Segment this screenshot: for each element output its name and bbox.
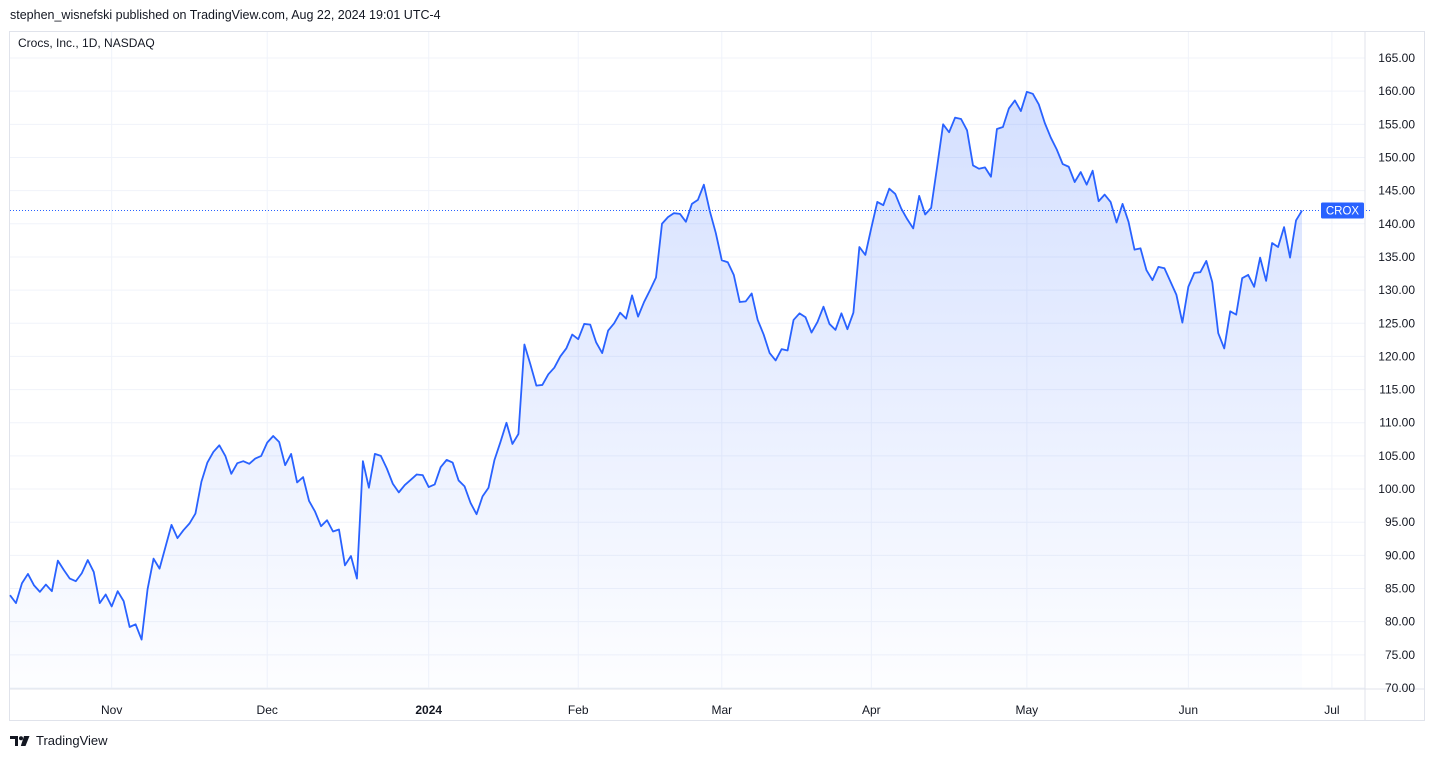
x-tick-label: Apr: [862, 703, 881, 717]
y-tick-label: 140.00: [1378, 217, 1415, 231]
publish-header: stephen_wisnefski published on TradingVi…: [10, 8, 441, 22]
price-series-line: [9, 90, 1303, 641]
y-tick-label: 115.00: [1379, 383, 1415, 397]
x-tick-label: Mar: [711, 703, 732, 717]
y-tick-label: 130.00: [1378, 283, 1415, 297]
y-tick-label: 135.00: [1378, 250, 1415, 264]
y-tick-label: 165.00: [1378, 51, 1415, 65]
x-tick-label: May: [1016, 703, 1039, 717]
y-tick-label: 160.00: [1378, 84, 1415, 98]
tradingview-brand-label: TradingView: [36, 733, 108, 748]
x-tick-label: Feb: [568, 703, 589, 717]
y-tick-label: 105.00: [1378, 449, 1415, 463]
x-tick-label: Dec: [257, 703, 278, 717]
y-tick-label: 120.00: [1378, 349, 1415, 363]
x-tick-label: Jun: [1179, 703, 1198, 717]
y-tick-label: 155.00: [1378, 117, 1415, 131]
y-tick-label: 150.00: [1378, 150, 1415, 164]
price-tag-box: [1321, 202, 1364, 219]
y-tick-label: 75.00: [1385, 648, 1415, 662]
y-tick-label: 100.00: [1378, 482, 1415, 496]
y-tick-label: 90.00: [1385, 548, 1415, 562]
chart-title: Crocs, Inc., 1D, NASDAQ: [18, 36, 155, 50]
x-tick-label: Jul: [1324, 703, 1339, 717]
y-tick-label: 110.00: [1379, 416, 1415, 430]
price-area-fill: [10, 91, 1302, 689]
y-tick-label: 70.00: [1385, 681, 1415, 695]
tradingview-footer[interactable]: TradingView: [10, 733, 108, 748]
y-tick-label: 145.00: [1378, 184, 1415, 198]
x-tick-label: Nov: [101, 703, 122, 717]
y-tick-label: 95.00: [1385, 515, 1415, 529]
y-tick-label: 125.00: [1378, 316, 1415, 330]
chart-frame: [9, 31, 1425, 721]
y-tick-label: 80.00: [1385, 615, 1415, 629]
x-axis: NovDec2024FebMarAprMayJunJulAugSep: [101, 703, 1340, 717]
y-axis: 165.00 160.00 155.00 150.00 145.00 140.00 135.…: [1378, 51, 1415, 695]
y-tick-label: 85.00: [1385, 582, 1415, 596]
x-tick-label: 2024: [415, 703, 442, 717]
tradingview-logo-icon: [10, 735, 30, 746]
price-tag-label: CROX: [1326, 206, 1360, 218]
symbol-price-tag: CROX: [1321, 202, 1364, 219]
